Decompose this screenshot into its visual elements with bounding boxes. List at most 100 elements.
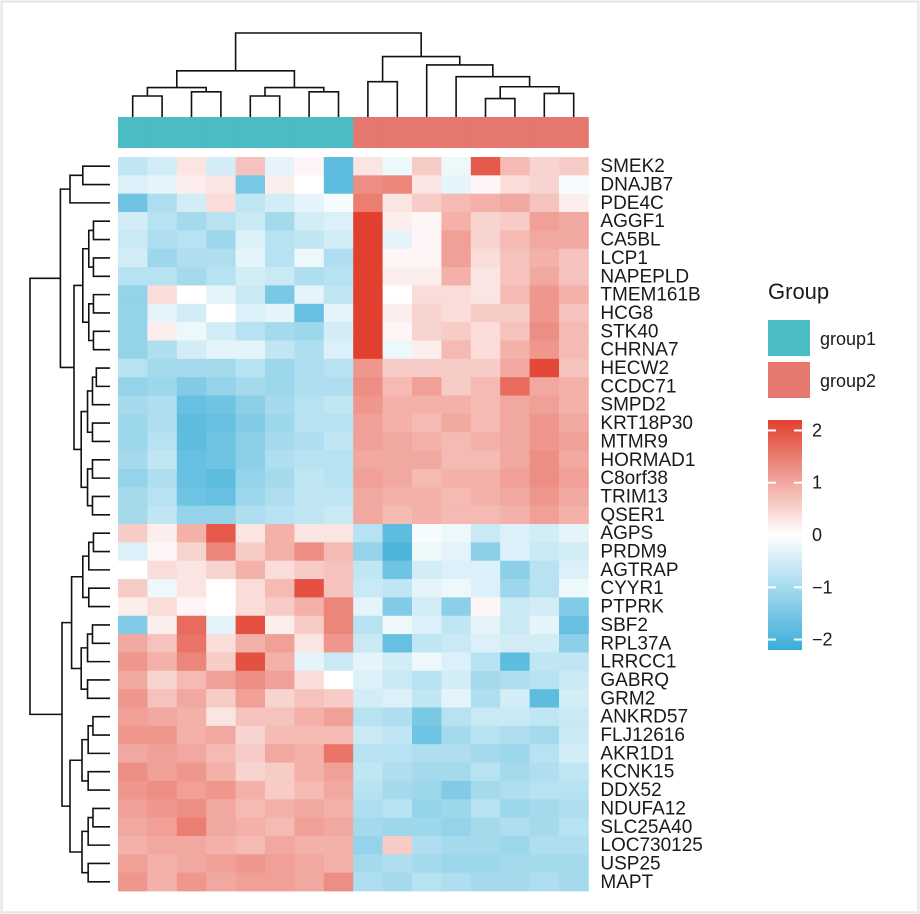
heatmap-cell-C8orf38-4 — [206, 468, 236, 488]
heatmap-cell-KCNK15-13 — [470, 762, 501, 782]
row-dendrogram-branch — [91, 495, 110, 516]
heatmap-cell-LRRCC1-7 — [294, 652, 325, 672]
heatmap-cell-SMEK2-15 — [529, 157, 560, 176]
heatmap-cell-SMEK2-3 — [176, 157, 207, 176]
heatmap-cell-KCNK15-5 — [235, 762, 266, 782]
heatmap-cell-KRT18P30-5 — [235, 413, 266, 433]
heatmap-cell-AGPS-7 — [294, 524, 325, 543]
heatmap-cell-MAPT-4 — [206, 872, 236, 892]
row-label-PRDM9: PRDM9 — [600, 542, 667, 563]
heatmap-cell-AGPS-10 — [382, 524, 413, 543]
heatmap-cell-LRRCC1-6 — [265, 652, 295, 672]
heatmap-cell-C8orf38-13 — [470, 468, 501, 488]
heatmap-cell-TMEM161B-8 — [323, 285, 354, 305]
heatmap-cell-NDUFA12-8 — [323, 799, 354, 818]
heatmap-cell-MTMR9-14 — [500, 432, 530, 451]
heatmap-cell-NDUFA12-12 — [441, 799, 472, 818]
row-label-MAPT: MAPT — [600, 872, 653, 893]
heatmap-cell-NAPEPLD-10 — [382, 267, 413, 286]
heatmap-cell-DDX52-5 — [235, 780, 266, 800]
heatmap-cell-KRT18P30-6 — [265, 413, 295, 433]
heatmap-cell-AGGF1-12 — [441, 212, 472, 231]
heatmap-cell-SMEK2-9 — [353, 157, 383, 176]
heatmap-cell-CCDC71-15 — [529, 377, 560, 396]
heatmap-cell-GABRQ-3 — [176, 670, 207, 690]
heatmap-cell-AGTRAP-5 — [235, 560, 266, 580]
heatmap-cell-CCDC71-1 — [118, 377, 148, 396]
heatmap-cell-AGGF1-1 — [118, 212, 148, 231]
heatmap-cell-RPL37A-7 — [294, 634, 325, 653]
annotation-cell-group1-3 — [176, 117, 207, 148]
row-dendrogram-branch — [91, 458, 110, 479]
heatmap-cell-AGTRAP-3 — [176, 560, 207, 580]
heatmap-cell-PTPRK-9 — [353, 597, 383, 617]
heatmap-cell-NAPEPLD-15 — [529, 267, 560, 286]
heatmap-cell-MAPT-16 — [559, 872, 589, 892]
heatmap-cell-PDE4C-10 — [382, 193, 413, 213]
row-label-AGTRAP: AGTRAP — [600, 560, 678, 581]
heatmap-cell-USP25-2 — [147, 854, 178, 874]
heatmap-cell-HECW2-1 — [118, 358, 148, 378]
row-label-NAPEPLD: NAPEPLD — [600, 266, 689, 287]
row-label-HECW2: HECW2 — [600, 358, 669, 379]
heatmap-cell-RPL37A-4 — [206, 634, 236, 653]
heatmap-cell-GRM2-1 — [118, 689, 148, 708]
heatmap-cell-MTMR9-1 — [118, 432, 148, 451]
heatmap-cell-STK40-9 — [353, 322, 383, 341]
heatmap-cell-MAPT-11 — [412, 872, 442, 892]
heatmap-cell-LCP1-15 — [529, 248, 560, 268]
heatmap-cell-LOC730125-10 — [382, 835, 413, 855]
heatmap-cell-KRT18P30-15 — [529, 413, 560, 433]
row-label-STK40: STK40 — [600, 321, 658, 342]
heatmap-cell-SMEK2-14 — [500, 157, 530, 176]
color-scale-label-2: 2 — [812, 421, 822, 441]
heatmap-cell-SLC25A40-2 — [147, 817, 178, 837]
heatmap-cell-CYYR1-15 — [529, 579, 560, 598]
heatmap-cell-NAPEPLD-8 — [323, 267, 354, 286]
row-label-NDUFA12: NDUFA12 — [600, 798, 686, 819]
heatmap-cell-NDUFA12-13 — [470, 799, 501, 818]
heatmap-cell-PRDM9-1 — [118, 542, 148, 562]
heatmap-cell-MAPT-7 — [294, 872, 325, 892]
heatmap-cell-PRDM9-7 — [294, 542, 325, 562]
heatmap-cell-DDX52-10 — [382, 780, 413, 800]
heatmap-cell-AKR1D1-13 — [470, 744, 501, 763]
heatmap-cell-MTMR9-3 — [176, 432, 207, 451]
heatmap-cell-HECW2-16 — [559, 358, 589, 378]
heatmap-cell-TMEM161B-13 — [470, 285, 501, 305]
heatmap-cell-MTMR9-6 — [265, 432, 295, 451]
heatmap-cell-C8orf38-12 — [441, 468, 472, 488]
heatmap-cell-AGGF1-9 — [353, 212, 383, 231]
heatmap-cell-SBF2-11 — [412, 615, 442, 635]
heatmap-cell-DNAJB7-16 — [559, 175, 589, 195]
heatmap-cell-PTPRK-15 — [529, 597, 560, 617]
heatmap-cell-PRDM9-11 — [412, 542, 442, 562]
heatmap-cell-SMEK2-16 — [559, 157, 589, 176]
heatmap-cell-CYYR1-6 — [265, 579, 295, 598]
heatmap-cell-TMEM161B-15 — [529, 285, 560, 305]
heatmap-cell-STK40-4 — [206, 322, 236, 341]
color-scale-label-0: 0 — [812, 525, 822, 545]
heatmap-cell-CCDC71-4 — [206, 377, 236, 396]
heatmap-cell-SMPD2-11 — [412, 395, 442, 415]
row-label-HCG8: HCG8 — [600, 303, 653, 324]
heatmap-cell-TRIM13-3 — [176, 487, 207, 507]
heatmap-cell-MAPT-13 — [470, 872, 501, 892]
heatmap-cell-HORMAD1-12 — [441, 450, 472, 470]
heatmap-cell-AGPS-12 — [441, 524, 472, 543]
heatmap-cell-KCNK15-11 — [412, 762, 442, 782]
heatmap-cell-PDE4C-3 — [176, 193, 207, 213]
heatmap-cell-PRDM9-5 — [235, 542, 266, 562]
heatmap-cell-KRT18P30-7 — [294, 413, 325, 433]
heatmap-cell-CHRNA7-11 — [412, 340, 442, 360]
annotation-cell-group1-7 — [294, 117, 325, 148]
heatmap-cell-CA5BL-14 — [500, 230, 530, 250]
heatmap-cell-CYYR1-5 — [235, 579, 266, 598]
heatmap-cell-TRIM13-10 — [382, 487, 413, 507]
heatmap-cell-SBF2-8 — [323, 615, 354, 635]
heatmap-cell-RPL37A-8 — [323, 634, 354, 653]
heatmap-cell-QSER1-6 — [265, 505, 295, 525]
heatmap-cell-CCDC71-8 — [323, 377, 354, 396]
heatmap-cell-AKR1D1-6 — [265, 744, 295, 763]
row-dendrogram-branch — [91, 376, 110, 406]
